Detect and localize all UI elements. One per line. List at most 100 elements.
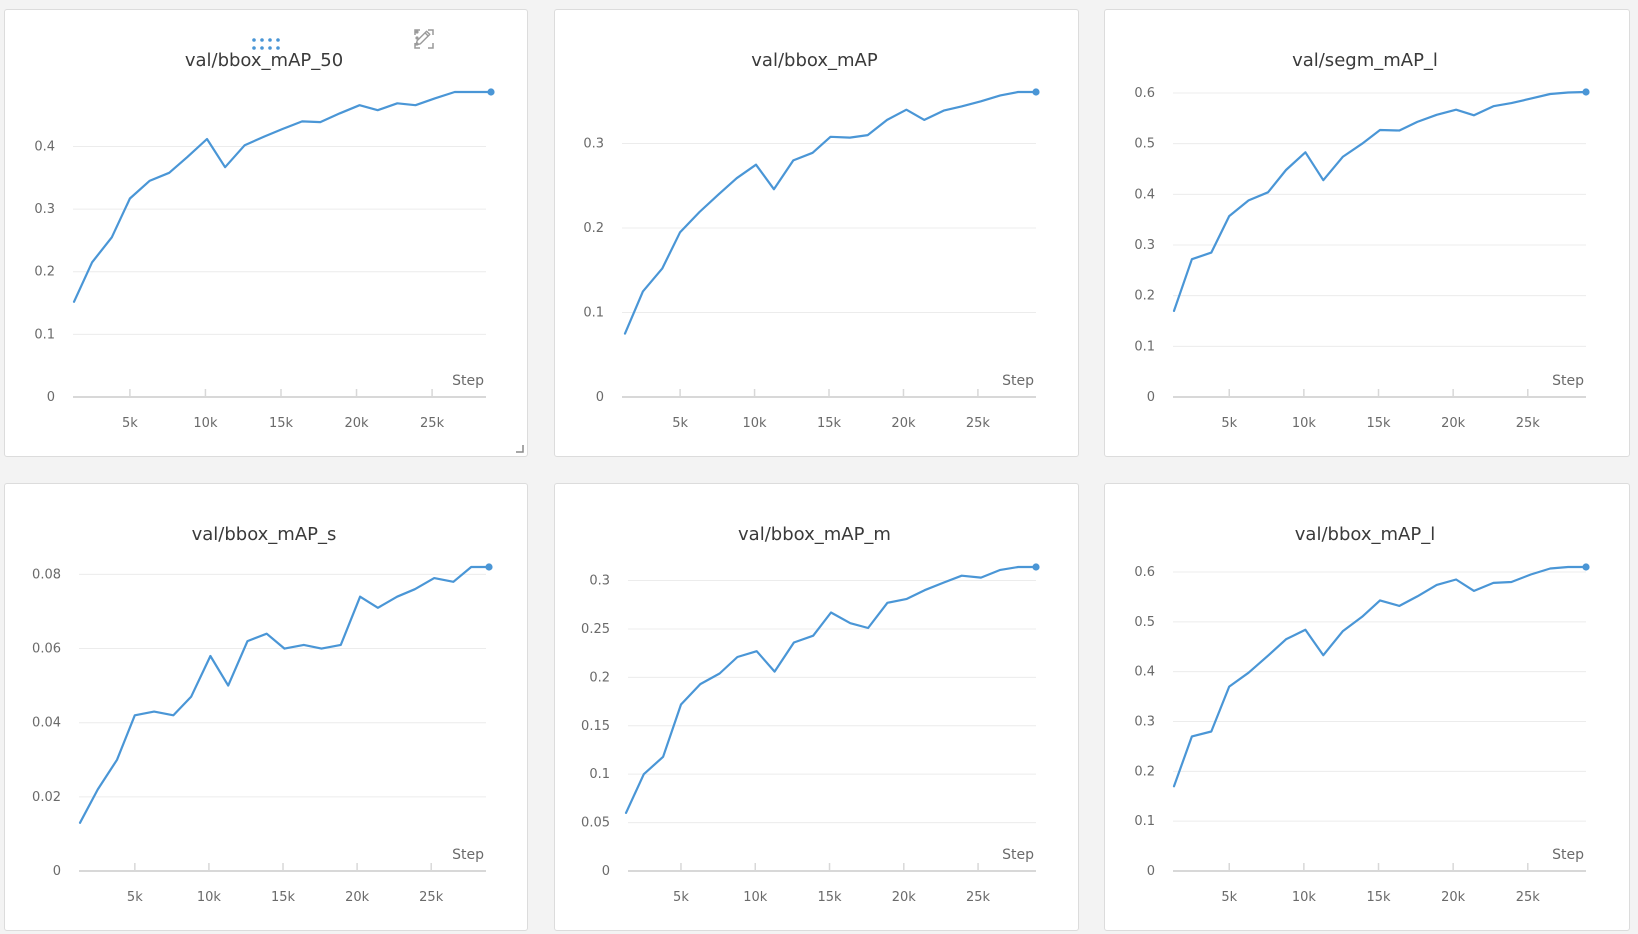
y-tick-label: 0.08 <box>32 567 61 582</box>
chart-panel-bbox-map-m[interactable]: val/bbox_mAP_m 0 0.05 0.1 0.15 0.2 0.25 0.3 5k 10… <box>554 483 1079 931</box>
y-tick-label: 0.3 <box>1134 238 1155 253</box>
y-tick-label: 0.3 <box>34 202 55 217</box>
y-tick-label: 0.4 <box>1134 665 1155 680</box>
y-tick-label: 0.04 <box>32 716 61 731</box>
last-point-marker[interactable] <box>1032 563 1040 571</box>
last-point-marker[interactable] <box>487 88 495 96</box>
x-tick-label: 10k <box>1292 890 1317 905</box>
y-tick-label: 0.2 <box>1134 289 1155 304</box>
x-tick-label: 15k <box>271 890 296 905</box>
y-tick-label: 0.2 <box>34 265 55 280</box>
last-point-marker[interactable] <box>1582 563 1590 571</box>
x-tick-label: 5k <box>122 416 138 431</box>
x-tick-label: 5k <box>673 890 689 905</box>
x-tick-label: 10k <box>743 416 768 431</box>
x-tick-label: 25k <box>420 416 445 431</box>
y-tick-label: 0 <box>1147 390 1155 405</box>
y-tick-label: 0.06 <box>32 642 61 657</box>
y-tick-label: 0.02 <box>32 790 61 805</box>
y-tick-label: 0.6 <box>1134 565 1155 580</box>
y-tick-label: 0.5 <box>1134 615 1155 630</box>
chart-panel-segm-map-l[interactable]: val/segm_mAP_l 0 0.1 0.2 0.3 0.4 0.5 0.6 5k 10k 15… <box>1104 9 1630 457</box>
y-tick-label: 0.3 <box>583 137 604 152</box>
x-tick-label: 20k <box>345 890 370 905</box>
chart-svg: val/bbox_mAP_s 0 0.02 0.04 0.06 0.08 5k 10k 15k 2… <box>32 524 493 905</box>
x-tick-label: 10k <box>193 416 218 431</box>
y-tick-label: 0.15 <box>581 719 610 734</box>
drag-dots-icon[interactable] <box>250 36 282 52</box>
x-tick-label: 10k <box>1292 416 1317 431</box>
fullscreen-icon[interactable] <box>414 29 475 53</box>
y-tick-label: 0.05 <box>581 816 610 831</box>
x-tick-label: 15k <box>1366 890 1391 905</box>
chart-title: val/bbox_mAP_l <box>1295 524 1435 545</box>
chart-svg: val/bbox_mAP 0 0.1 0.2 0.3 5k 10k 15k 20k 25k Step <box>583 50 1040 431</box>
x-axis-label: Step <box>1552 373 1584 389</box>
chart-title: val/bbox_mAP_50 <box>185 50 343 71</box>
series-line[interactable] <box>1172 565 1588 788</box>
x-tick-label: 20k <box>891 416 916 431</box>
chart-panel-bbox-map-l[interactable]: val/bbox_mAP_l 0 0.1 0.2 0.3 0.4 0.5 0.6 5k 10k 15… <box>1104 483 1630 931</box>
x-tick-label: 5k <box>672 416 688 431</box>
x-tick-label: 25k <box>419 890 444 905</box>
y-tick-label: 0.4 <box>1134 187 1155 202</box>
y-tick-label: 0.3 <box>1134 714 1155 729</box>
y-tick-label: 0.2 <box>589 670 610 685</box>
chart-panel-bbox-map[interactable]: val/bbox_mAP 0 0.1 0.2 0.3 5k 10k 15k 20k 25k Step <box>554 9 1079 457</box>
x-tick-label: 20k <box>344 416 369 431</box>
last-point-marker[interactable] <box>1582 88 1590 96</box>
chart-title: val/segm_mAP_l <box>1292 50 1438 71</box>
x-axis-label: Step <box>1002 847 1034 863</box>
y-tick-label: 0 <box>47 390 55 405</box>
chart-svg: val/bbox_mAP_l 0 0.1 0.2 0.3 0.4 0.5 0.6 5k 10k 15… <box>1134 524 1590 905</box>
x-tick-label: 20k <box>892 890 917 905</box>
x-tick-label: 25k <box>966 416 991 431</box>
more-vertical-icon[interactable] <box>415 29 513 53</box>
chart-panel-bbox-map-50[interactable]: val/bbox_mAP_50 0 0.1 0.2 0.3 0.4 5k 10k 15k 20k 2… <box>4 9 528 457</box>
y-tick-label: 0.1 <box>589 767 610 782</box>
x-axis-label: Step <box>452 847 484 863</box>
y-tick-label: 0.5 <box>1134 137 1155 152</box>
y-tick-label: 0.2 <box>1134 764 1155 779</box>
x-tick-label: 15k <box>817 416 842 431</box>
y-tick-label: 0.2 <box>583 221 604 236</box>
x-tick-label: 15k <box>817 890 842 905</box>
x-tick-label: 10k <box>197 890 222 905</box>
y-tick-label: 0 <box>53 864 61 879</box>
x-tick-label: 20k <box>1441 416 1466 431</box>
x-axis-label: Step <box>452 373 484 389</box>
y-tick-label: 0.1 <box>1134 339 1155 354</box>
y-tick-label: 0.25 <box>581 622 610 637</box>
y-tick-label: 0.6 <box>1134 86 1155 101</box>
x-tick-label: 15k <box>269 416 294 431</box>
series-line[interactable] <box>72 90 493 303</box>
pencil-icon[interactable] <box>413 29 437 53</box>
series-line[interactable] <box>1172 90 1588 312</box>
resize-handle-icon[interactable] <box>515 444 524 453</box>
x-axis-label: Step <box>1552 847 1584 863</box>
y-tick-label: 0.1 <box>34 327 55 342</box>
x-tick-label: 25k <box>966 890 991 905</box>
x-tick-label: 10k <box>743 890 768 905</box>
y-tick-label: 0 <box>596 390 604 405</box>
chart-title: val/bbox_mAP_s <box>192 524 337 545</box>
x-axis-label: Step <box>1002 373 1034 389</box>
x-tick-label: 20k <box>1441 890 1466 905</box>
last-point-marker[interactable] <box>1032 88 1040 96</box>
chart-panel-bbox-map-s[interactable]: val/bbox_mAP_s 0 0.02 0.04 0.06 0.08 5k 10k 15k 2… <box>4 483 528 931</box>
x-tick-label: 5k <box>127 890 143 905</box>
series-line[interactable] <box>624 565 1038 814</box>
last-point-marker[interactable] <box>485 563 493 571</box>
chart-title: val/bbox_mAP_m <box>738 524 891 545</box>
y-tick-label: 0.1 <box>583 306 604 321</box>
chart-svg: val/bbox_mAP_50 0 0.1 0.2 0.3 0.4 5k 10k 15k 20k 2… <box>34 50 495 431</box>
y-tick-label: 0.4 <box>34 139 55 154</box>
series-line[interactable] <box>623 90 1038 335</box>
x-tick-label: 15k <box>1366 416 1391 431</box>
y-tick-label: 0 <box>602 864 610 879</box>
x-tick-label: 25k <box>1516 890 1541 905</box>
series-line[interactable] <box>78 565 491 824</box>
chart-title: val/bbox_mAP <box>751 50 878 71</box>
chart-svg: val/segm_mAP_l 0 0.1 0.2 0.3 0.4 0.5 0.6 5k 10k 15… <box>1134 50 1590 431</box>
